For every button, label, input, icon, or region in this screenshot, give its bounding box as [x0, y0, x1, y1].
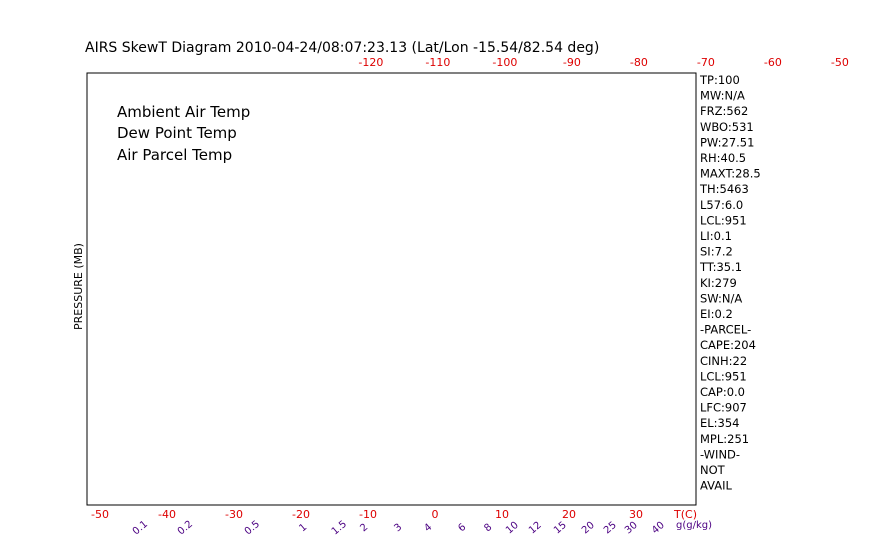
y-axis-label: PRESSURE (MB) [72, 243, 85, 330]
x-axis-unit: T(C) [673, 508, 697, 521]
index-entry: CAPE:204 [700, 338, 756, 352]
legend-ambient: Ambient Air Temp [117, 103, 250, 121]
index-entry: EI:0.2 [700, 307, 733, 321]
top-tick-label: -80 [630, 56, 648, 69]
legend: Ambient Air Temp Dew Point Temp Air Parc… [117, 103, 250, 164]
bottom-tick-label: 30 [629, 508, 643, 521]
mixing-ratio-label: 0.5 [243, 519, 262, 538]
index-entry: CAP:0.0 [700, 385, 745, 399]
index-entry: WBO:531 [700, 120, 754, 134]
index-entry: PW:27.51 [700, 135, 754, 149]
index-entry: AVAIL [700, 479, 733, 493]
bottom-tick-label: -20 [292, 508, 310, 521]
index-entry: TT:35.1 [699, 260, 742, 274]
index-entry: MW:N/A [700, 89, 745, 103]
mixing-ratio-label: 8 [482, 522, 494, 535]
top-tick-label: -60 [764, 56, 782, 69]
top-tick-label: -120 [358, 56, 383, 69]
mixing-ratio-label: 1 [297, 522, 309, 535]
top-tick-label: -90 [563, 56, 581, 69]
index-entry: EL:354 [700, 416, 740, 430]
mixing-ratio-label: 40 [650, 520, 667, 537]
mixing-ratio-label: 2 [358, 522, 370, 535]
top-tick-label: -110 [425, 56, 450, 69]
index-entry: SI:7.2 [700, 245, 733, 259]
mixing-ratio-label: 6 [456, 522, 468, 535]
index-entry: LCL:951 [700, 369, 747, 383]
mixing-ratio-unit: g(g/kg) [676, 520, 712, 531]
mixing-ratio-labels: 0.1 0.2 0.5 1 1.5 2 3 4 6 8 10 12 15 20 25 30 40 [131, 519, 667, 538]
index-entry: TH:5463 [699, 182, 749, 196]
mixing-ratio-label: 0.2 [176, 519, 195, 538]
legend-parcel: Air Parcel Temp [117, 146, 232, 164]
index-entry: LI:0.1 [700, 229, 732, 243]
bottom-axis-ticks: -50 -40 -30 -20 -10 0 10 20 30 [91, 508, 643, 521]
index-entry: LCL:951 [700, 213, 747, 227]
mixing-ratio-label: 1.5 [330, 519, 349, 538]
index-entry: FRZ:562 [700, 104, 748, 118]
index-entry: L57:6.0 [700, 198, 743, 212]
index-entry: NOT [700, 463, 726, 477]
mixing-ratio-label: 15 [552, 520, 569, 537]
mixing-ratio-label: 4 [422, 522, 434, 535]
index-entry: MPL:251 [700, 432, 749, 446]
bottom-tick-label: 10 [495, 508, 509, 521]
index-entry: SW:N/A [700, 291, 742, 305]
index-entry: -PARCEL- [700, 323, 751, 337]
mixing-ratio-label: 10 [504, 520, 521, 537]
mixing-ratio-label: 12 [527, 520, 544, 537]
mixing-ratio-label: 20 [580, 520, 597, 537]
mixing-ratio-label: 3 [392, 522, 404, 535]
top-axis-ticks: -120-110-100-90-80-70-60-50-40 [358, 56, 849, 69]
index-entry: CINH:22 [700, 354, 747, 368]
index-entry: LFC:907 [700, 401, 747, 415]
index-entry: -WIND- [700, 447, 740, 461]
chart-title: AIRS SkewT Diagram 2010-04-24/08:07:23.1… [85, 40, 599, 56]
mixing-ratio-label: 30 [623, 520, 640, 537]
top-tick-label: -50 [831, 56, 849, 69]
bottom-tick-label: -10 [359, 508, 377, 521]
top-tick-label: -100 [492, 56, 517, 69]
index-entry: TP:100 [699, 73, 740, 87]
plot-frame [86, 72, 697, 506]
top-tick-label: -70 [697, 56, 715, 69]
bottom-tick-label: 0 [432, 508, 439, 521]
mixing-ratio-label: 0.1 [131, 519, 150, 538]
bottom-tick-label: -50 [91, 508, 109, 521]
bottom-tick-label: -40 [158, 508, 176, 521]
index-entry: RH:40.5 [700, 151, 746, 165]
mixing-ratio-label: 25 [602, 520, 619, 537]
bottom-tick-label: 20 [562, 508, 576, 521]
index-entry: MAXT:28.5 [700, 167, 761, 181]
bottom-tick-label: -30 [225, 508, 243, 521]
legend-dewpoint: Dew Point Temp [117, 124, 237, 142]
index-entry: KI:279 [700, 276, 737, 290]
